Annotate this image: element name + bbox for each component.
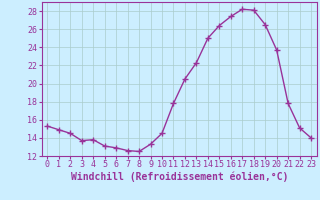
X-axis label: Windchill (Refroidissement éolien,°C): Windchill (Refroidissement éolien,°C) <box>70 172 288 182</box>
